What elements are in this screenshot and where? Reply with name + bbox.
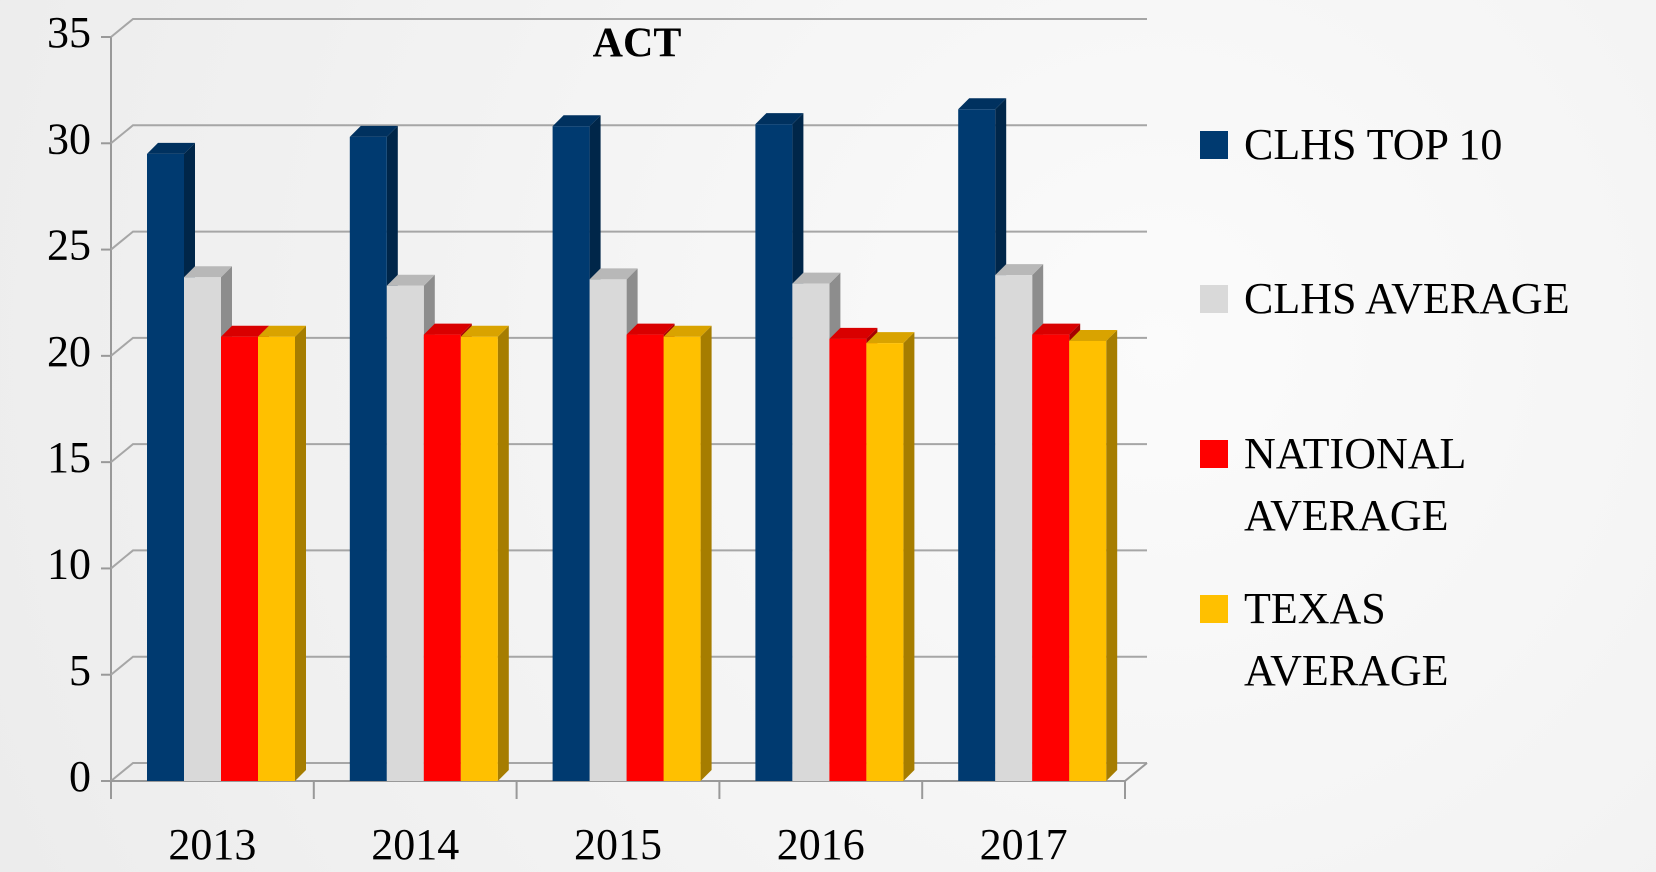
bar-top [184, 266, 232, 278]
bar-front [792, 283, 830, 781]
bar-top [1032, 323, 1081, 335]
legend-item: CLHS TOP 10 [1200, 114, 1640, 176]
bar-front [626, 334, 664, 781]
bar-front [829, 338, 867, 781]
bar-front [386, 285, 424, 781]
bar-front [221, 336, 258, 781]
x-tick-label: 2016 [777, 820, 865, 869]
y-tick-label: 0 [69, 752, 91, 801]
bar-front [755, 124, 793, 781]
bar-top [626, 323, 675, 335]
bar-front [995, 275, 1033, 781]
bar-top [958, 98, 1007, 110]
legend-label: CLHS AVERAGE [1244, 274, 1570, 323]
y-tick-label: 20 [47, 327, 91, 376]
legend-item: NATIONAL AVERAGE [1200, 423, 1640, 547]
bar-front [1069, 340, 1107, 781]
x-tick-label: 2013 [168, 820, 256, 869]
legend-swatch [1200, 131, 1228, 159]
bar-top [147, 142, 195, 154]
bar-front [552, 126, 590, 781]
bar-front [184, 277, 221, 781]
bar-top [460, 325, 509, 337]
bar-top [386, 274, 435, 286]
legend-swatch [1200, 285, 1228, 313]
x-tick-label: 2015 [574, 820, 662, 869]
bar-front [460, 336, 498, 781]
bar-top [755, 113, 804, 125]
bar-side [700, 325, 712, 781]
x-tick-label: 2014 [371, 820, 459, 869]
bar-front [866, 343, 904, 781]
bar-side [497, 325, 509, 781]
bar-top [866, 332, 915, 344]
bar-front [1032, 334, 1070, 781]
chart-title: ACT [593, 21, 682, 67]
bar-top [221, 325, 269, 337]
grid-line [110, 230, 1147, 251]
bar-top [1069, 329, 1118, 341]
bar-side [903, 332, 915, 781]
bar-top [995, 264, 1044, 276]
bar [460, 325, 509, 781]
bar [258, 325, 306, 781]
bar-front [258, 336, 295, 781]
legend-label: TEXAS AVERAGE [1244, 584, 1449, 695]
y-tick-label: 35 [47, 8, 91, 57]
grid-line [110, 124, 1147, 145]
legend-item: CLHS AVERAGE [1200, 268, 1640, 330]
bar-front [423, 334, 461, 781]
bar-top [258, 325, 306, 337]
grid-line [110, 18, 1147, 38]
legend-swatch [1200, 440, 1228, 468]
bar-front [147, 153, 184, 781]
bar [866, 332, 915, 781]
bar-top [829, 327, 878, 339]
bar [663, 325, 712, 781]
x-tick-label: 2017 [980, 820, 1068, 869]
bar-side [295, 325, 306, 781]
bar-top [423, 323, 472, 335]
y-tick-label: 25 [47, 221, 91, 270]
y-tick-label: 30 [47, 114, 91, 163]
y-tick-label: 15 [47, 433, 91, 482]
bar-side [1106, 329, 1118, 781]
bar [1069, 329, 1118, 781]
y-tick-label: 10 [47, 540, 91, 589]
legend-label: NATIONAL AVERAGE [1244, 429, 1465, 540]
bar-top [349, 125, 398, 137]
bar-front [958, 109, 996, 781]
bar-front [663, 336, 701, 781]
legend-label: CLHS TOP 10 [1244, 120, 1503, 169]
bar-front [349, 136, 387, 781]
bar-top [589, 268, 638, 280]
bar-front [589, 279, 627, 781]
y-tick-label: 5 [69, 646, 91, 695]
bar-top [552, 115, 601, 127]
bar-top [663, 325, 712, 337]
bar-top [792, 272, 841, 284]
legend-item: TEXAS AVERAGE [1200, 578, 1640, 702]
legend-swatch [1200, 595, 1228, 623]
